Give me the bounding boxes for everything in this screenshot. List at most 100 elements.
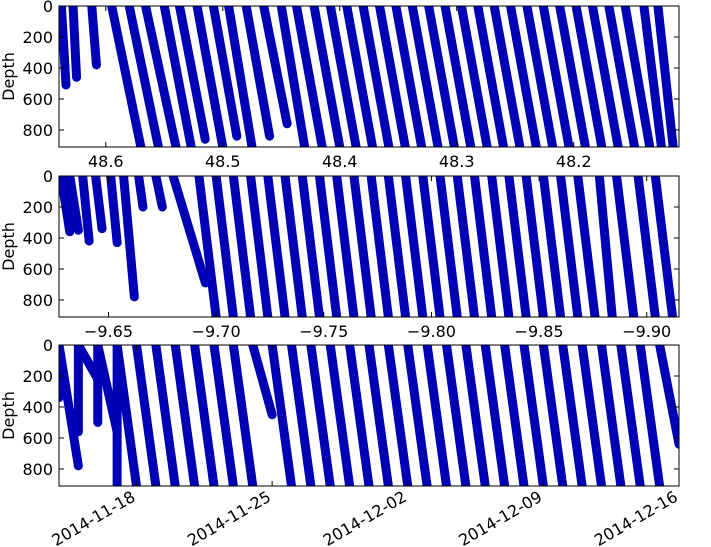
data-markers <box>59 6 678 147</box>
profile-trail <box>291 6 327 147</box>
x-tick-label: 48.5 <box>205 152 241 171</box>
profile-trail <box>424 6 459 147</box>
profile-trail <box>366 176 393 317</box>
x-tick-label: 48.6 <box>88 152 124 171</box>
profile-trail <box>577 345 606 486</box>
profile-trail <box>134 176 148 212</box>
profile-trail <box>604 6 640 147</box>
profile-trail <box>573 176 600 317</box>
y-tick-label: 400 <box>22 398 53 417</box>
panel-3: 0 200 400 600 800 2014-11-18 2014-11-25 2014-12… <box>0 336 681 547</box>
y-tick-label: 600 <box>22 90 53 109</box>
profile-trail <box>228 176 256 317</box>
profile-trail <box>538 6 574 147</box>
y-tick-label: 600 <box>22 429 53 448</box>
profile-trail <box>391 6 427 147</box>
profile-trail <box>635 345 665 486</box>
profile-trail <box>59 6 71 90</box>
profile-trail <box>519 345 548 486</box>
y-tick-label: 200 <box>22 198 53 217</box>
profile-trail <box>506 6 541 147</box>
x-tick-label: 2014-12-09 <box>455 487 545 547</box>
profile-trail <box>246 176 273 317</box>
profile-trail <box>558 345 587 486</box>
profile-trail <box>556 176 583 317</box>
profile-trail <box>280 176 307 317</box>
profile-trail <box>489 6 525 147</box>
profile-trail <box>342 6 378 147</box>
profile-trail <box>194 176 221 317</box>
profile-trail <box>403 345 432 486</box>
profile-trail <box>469 176 497 317</box>
profile-trail <box>248 345 277 420</box>
profile-trail <box>452 176 479 317</box>
y-tick-label: 0 <box>43 0 53 16</box>
x-tick-label: −9.75 <box>299 322 348 341</box>
data-markers <box>59 345 679 486</box>
profile-trail <box>159 6 196 147</box>
profile-trail <box>190 345 219 486</box>
profile-trail <box>91 176 107 234</box>
profile-trail <box>325 345 355 486</box>
x-tick-label: 48.3 <box>439 152 475 171</box>
profile-trail <box>522 6 558 147</box>
profile-trail <box>639 6 666 147</box>
profile-trail <box>124 6 163 147</box>
panel-2: 0 200 400 600 800 −9.65 −9.70 −9.75 −9.80 −9.85 −9… <box>0 167 680 341</box>
profile-trail <box>504 176 531 317</box>
y-tick-label: 800 <box>22 291 53 310</box>
profile-trail <box>473 6 509 147</box>
y-axis-label: Depth <box>0 222 18 271</box>
x-tick-label: 2014-11-18 <box>48 487 138 547</box>
profile-trail <box>87 6 101 70</box>
x-tick-label: −9.90 <box>622 322 671 341</box>
profile-trail <box>422 345 451 486</box>
profile-trail <box>241 6 275 141</box>
profile-trail <box>500 345 529 486</box>
x-tick-label: 48.2 <box>556 152 592 171</box>
profile-trail <box>309 6 345 147</box>
profile-trail <box>211 176 238 317</box>
profile-trail <box>620 6 655 147</box>
x-tick-label: 2014-12-02 <box>320 487 410 547</box>
profile-trail <box>555 6 590 147</box>
profile-trail <box>325 6 361 147</box>
x-tick-label: 2014-12-16 <box>591 487 681 547</box>
profile-trail <box>375 6 410 147</box>
profile-trail <box>106 176 122 248</box>
profile-trail <box>349 176 376 317</box>
profile-trail <box>168 176 210 288</box>
y-axis-label: Depth <box>0 391 18 440</box>
profile-trail <box>358 6 394 147</box>
profile-trail <box>571 6 607 147</box>
y-tick-label: 200 <box>22 28 53 47</box>
profile-trail <box>442 345 471 486</box>
profile-trail <box>480 345 510 486</box>
y-tick-label: 600 <box>22 260 53 279</box>
profile-trail <box>65 176 83 235</box>
profile-trail <box>132 345 161 486</box>
profile-trail <box>407 6 443 147</box>
profile-trail <box>538 176 566 317</box>
profile-trail <box>612 176 639 317</box>
profile-trail <box>224 6 257 147</box>
profile-trail <box>383 176 411 317</box>
profile-trail <box>306 345 335 486</box>
y-tick-label: 400 <box>22 59 53 78</box>
profile-trail <box>456 6 492 147</box>
profile-trail <box>141 6 181 147</box>
profile-trail <box>401 176 428 317</box>
axes-frame <box>58 175 680 318</box>
y-tick-label: 0 <box>43 167 53 186</box>
profile-trail <box>259 6 292 129</box>
profile-trail <box>616 345 645 486</box>
profile-trail <box>297 176 324 317</box>
profile-trail <box>208 6 242 141</box>
x-tick-label: −9.80 <box>407 322 456 341</box>
profile-trail <box>192 6 228 147</box>
profile-trail <box>633 176 660 317</box>
profile-trail <box>521 176 548 317</box>
y-tick-label: 400 <box>22 229 53 248</box>
profile-trail <box>461 345 490 486</box>
